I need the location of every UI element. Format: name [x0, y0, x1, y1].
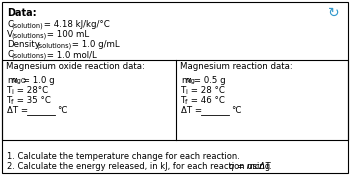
Text: 2. Calculate the energy released, in kJ, for each reaction using: 2. Calculate the energy released, in kJ,… — [7, 162, 273, 171]
Text: = 1.0 g: = 1.0 g — [20, 76, 54, 85]
Text: = 1.0 g/mL: = 1.0 g/mL — [69, 40, 120, 49]
Text: Data:: Data: — [7, 8, 37, 18]
Text: q = mcΔT.: q = mcΔT. — [229, 162, 272, 171]
Text: (solutions): (solutions) — [11, 52, 47, 59]
Text: m: m — [181, 76, 189, 85]
Text: Density: Density — [7, 40, 40, 49]
Text: ΔT =: ΔT = — [181, 106, 205, 115]
Text: (solution): (solution) — [11, 23, 43, 29]
Text: = 35 °C: = 35 °C — [14, 96, 51, 105]
Text: = 100 mL: = 100 mL — [44, 30, 89, 39]
Text: = 0.5 g: = 0.5 g — [191, 76, 225, 85]
Text: ↻: ↻ — [328, 6, 340, 20]
Text: 1. Calculate the temperature change for each reaction.: 1. Calculate the temperature change for … — [7, 152, 240, 161]
Text: = 4.18 kJ/kg/°C: = 4.18 kJ/kg/°C — [41, 20, 110, 29]
Text: (solutions): (solutions) — [11, 33, 47, 39]
Text: i: i — [11, 89, 13, 94]
Text: MgO: MgO — [11, 79, 26, 85]
Text: Magnesium oxide reaction data:: Magnesium oxide reaction data: — [6, 62, 145, 71]
Text: = 1.0 mol/L: = 1.0 mol/L — [44, 50, 97, 59]
Text: = 46 °C: = 46 °C — [188, 96, 225, 105]
Text: C: C — [7, 50, 13, 59]
Text: f: f — [185, 99, 187, 104]
Text: Magnesium reaction data:: Magnesium reaction data: — [180, 62, 293, 71]
Text: T: T — [7, 96, 12, 105]
Text: (solutions): (solutions) — [36, 43, 72, 49]
Text: T: T — [181, 96, 186, 105]
Text: T: T — [181, 86, 186, 95]
Bar — [2, 60, 348, 140]
Text: f: f — [11, 99, 13, 104]
Text: T: T — [7, 86, 12, 95]
Text: C: C — [7, 20, 13, 29]
Text: °C: °C — [57, 106, 67, 115]
Text: i: i — [185, 89, 187, 94]
Text: = 28°C: = 28°C — [14, 86, 48, 95]
Text: m: m — [7, 76, 15, 85]
Text: °C: °C — [231, 106, 241, 115]
Text: Mg: Mg — [185, 79, 195, 85]
Text: = 28 °C: = 28 °C — [188, 86, 225, 95]
Text: V: V — [7, 30, 13, 39]
Text: ΔT =: ΔT = — [7, 106, 31, 115]
